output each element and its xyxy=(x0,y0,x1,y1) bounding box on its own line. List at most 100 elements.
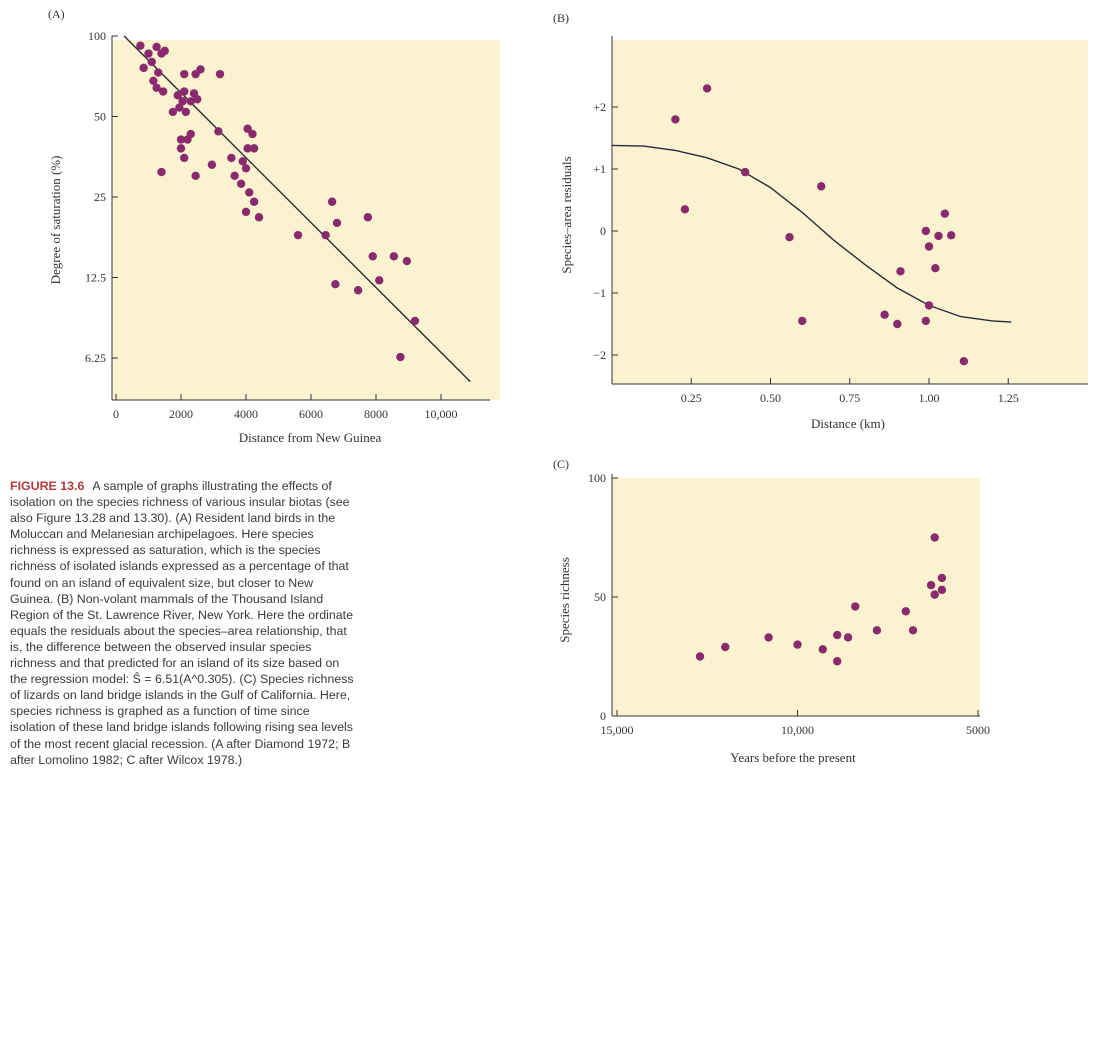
data-point xyxy=(931,264,940,273)
data-point xyxy=(785,233,794,242)
x-axis-label: Years before the present xyxy=(730,750,856,765)
x-axis-label: Distance from New Guinea xyxy=(239,430,382,445)
data-point xyxy=(937,573,947,583)
data-point xyxy=(332,218,342,228)
data-point xyxy=(215,69,225,79)
plot-area xyxy=(612,40,1088,384)
data-point xyxy=(180,87,189,96)
data-point xyxy=(396,352,405,362)
data-point xyxy=(181,107,191,117)
figure-label: FIGURE 13.6 xyxy=(10,479,85,493)
data-point xyxy=(851,602,860,611)
data-point xyxy=(764,633,773,642)
data-point xyxy=(152,42,161,52)
y-tick-label: 0 xyxy=(600,709,606,723)
data-point xyxy=(180,69,189,79)
data-point xyxy=(321,230,330,240)
data-point xyxy=(702,84,712,93)
x-axis-label: Distance (km) xyxy=(811,416,885,431)
y-tick-label: −2 xyxy=(593,348,606,362)
data-point xyxy=(926,580,936,590)
data-point xyxy=(817,182,826,191)
data-point xyxy=(236,179,246,189)
data-point xyxy=(363,213,373,222)
data-point xyxy=(353,286,363,295)
data-point xyxy=(843,633,853,642)
y-tick-label: 50 xyxy=(94,110,106,124)
data-point xyxy=(375,276,384,285)
data-point xyxy=(136,41,145,50)
data-point xyxy=(175,103,184,112)
data-point xyxy=(798,316,807,326)
x-tick-label: 8000 xyxy=(364,407,388,421)
data-point xyxy=(793,640,802,649)
data-point xyxy=(168,107,178,117)
data-point xyxy=(937,585,947,595)
data-point xyxy=(248,129,257,139)
y-tick-label: +2 xyxy=(593,100,606,114)
x-tick-label: 1.25 xyxy=(998,391,1019,405)
x-tick-label: 0.50 xyxy=(760,391,781,405)
data-point xyxy=(152,83,161,93)
x-tick-label: 0.75 xyxy=(839,391,860,405)
y-tick-label: 12.5 xyxy=(85,271,106,285)
data-point xyxy=(207,160,217,169)
data-point xyxy=(940,209,950,218)
data-point xyxy=(880,310,889,319)
y-tick-label: +1 xyxy=(593,162,606,176)
data-point xyxy=(176,144,186,153)
y-tick-label: −1 xyxy=(593,286,606,300)
panel-label: (B) xyxy=(553,11,569,25)
fitted-curve xyxy=(611,144,1012,323)
data-point xyxy=(139,63,148,73)
data-point xyxy=(238,157,247,166)
data-point xyxy=(191,69,200,79)
data-point xyxy=(680,205,690,214)
data-point xyxy=(872,626,882,635)
x-tick-label: 2000 xyxy=(169,407,193,421)
data-point xyxy=(833,630,842,640)
data-point xyxy=(186,97,195,106)
data-point xyxy=(230,171,239,181)
data-point xyxy=(243,124,252,133)
figure-caption: FIGURE 13.6 A sample of graphs illustrati… xyxy=(10,478,355,768)
data-point xyxy=(959,357,969,366)
data-point xyxy=(157,167,166,177)
data-point xyxy=(921,316,931,326)
data-point xyxy=(241,164,251,173)
data-point xyxy=(930,590,939,599)
data-point xyxy=(389,252,399,261)
data-point xyxy=(214,127,223,136)
data-point xyxy=(695,652,705,661)
x-tick-label: 0 xyxy=(113,407,119,421)
data-point xyxy=(176,135,186,144)
data-point xyxy=(193,95,202,104)
data-point xyxy=(402,256,412,266)
data-point xyxy=(924,242,934,251)
data-point xyxy=(149,76,158,85)
data-point xyxy=(245,188,254,197)
data-point xyxy=(160,46,169,56)
data-point xyxy=(249,197,259,206)
y-axis-label: Species–area residuals xyxy=(559,156,574,273)
y-tick-label: 50 xyxy=(594,590,606,604)
plot-area xyxy=(112,40,500,400)
y-tick-label: 0 xyxy=(600,224,606,238)
data-point xyxy=(241,207,251,217)
y-axis-label: Degree of saturation (%) xyxy=(48,156,63,285)
x-tick-label: 10,000 xyxy=(425,407,458,421)
data-point xyxy=(180,153,189,163)
y-tick-label: 25 xyxy=(94,190,106,204)
x-tick-label: 15,000 xyxy=(601,723,634,737)
data-point xyxy=(186,129,195,139)
data-point xyxy=(368,252,377,261)
x-tick-label: 1.00 xyxy=(919,391,940,405)
data-point xyxy=(191,171,200,181)
x-tick-label: 6000 xyxy=(299,407,323,421)
data-point xyxy=(227,153,236,163)
y-tick-label: 6.25 xyxy=(85,351,106,365)
data-point xyxy=(243,144,252,153)
data-point xyxy=(173,91,182,100)
data-point xyxy=(818,645,827,654)
